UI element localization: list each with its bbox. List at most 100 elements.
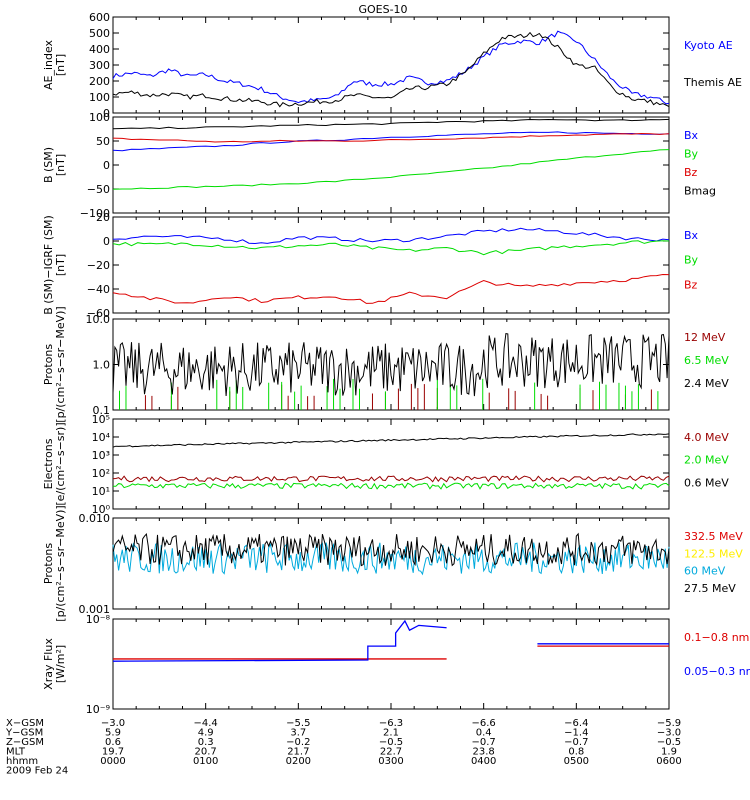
table-cell: 0000: [100, 756, 125, 767]
panel-frame: [112, 216, 670, 314]
y-axis-label-line: [nT]: [54, 54, 67, 76]
y-tick-label: 10⁰: [92, 503, 111, 516]
table-cell: −6.3: [379, 718, 403, 729]
y-axis-label: AE_index[nT]: [42, 39, 67, 90]
y-tick-label: 100: [89, 91, 110, 104]
y-tick-label: 10⁴: [92, 431, 111, 444]
series-line: [112, 31, 670, 108]
legend-4-0-mev: 4.0 MeV: [684, 431, 729, 444]
series-line: [112, 532, 670, 567]
table-cell: −6.4: [564, 718, 588, 729]
table-cell: 2.1: [383, 728, 399, 739]
table-cell: −6.6: [472, 718, 496, 729]
table-row-label: MLT: [6, 747, 26, 758]
series-line: [112, 333, 670, 397]
y-tick-label: 600: [89, 11, 110, 24]
legend-by: By: [684, 254, 699, 267]
y-axis-label-line: Protons: [42, 344, 55, 385]
y-axis-label-line: Electrons: [42, 438, 55, 489]
legend-by: By: [684, 148, 699, 161]
legend-0-6-mev: 0.6 MeV: [684, 476, 729, 489]
table-cell: 0.8: [568, 747, 584, 758]
legend-bz: Bz: [684, 278, 698, 291]
y-tick-label: −20: [87, 259, 110, 272]
legend-bx: Bx: [684, 229, 699, 242]
table-cell: −3.0: [657, 728, 681, 739]
legend-bx: Bx: [684, 129, 699, 142]
y-tick-label: 0.001: [79, 603, 111, 616]
y-tick-label: −100: [80, 207, 110, 220]
panel-frame: [112, 517, 670, 610]
table-cell: 0100: [193, 756, 218, 767]
y-axis-label-line: [p/(cm²−s−sr−MeV)]: [54, 306, 67, 422]
y-axis-label-line: B (SM)−IGRF (SM): [42, 215, 55, 315]
table-cell: 0.4: [476, 728, 492, 739]
series-line: [113, 482, 670, 490]
y-axis-label-line: [W/m²]: [54, 645, 67, 683]
y-tick-label: 400: [89, 43, 110, 56]
y-axis-label-line: [nT]: [54, 254, 67, 276]
y-axis-label: Protons[p/(cm²−s−sr−MeV)]: [42, 505, 67, 621]
legend-332-5-mev: 332.5 MeV: [684, 530, 743, 543]
y-axis-label: Protons[p/(cm²−s−sr−MeV)]: [42, 306, 67, 422]
legend-bmag: Bmag: [684, 185, 716, 198]
series-line: [112, 541, 670, 576]
series-line: [112, 475, 670, 483]
legend-6-5-mev: 6.5 MeV: [684, 354, 729, 367]
table-cell: −0.5: [657, 737, 681, 748]
table-cell: 4.9: [198, 728, 214, 739]
y-tick-label: 300: [89, 59, 110, 72]
y-tick-label: 0: [103, 159, 110, 172]
table-cell: −5.5: [286, 718, 310, 729]
y-tick-label: 0.1: [93, 404, 111, 417]
y-axis-label: B (SM)−IGRF (SM)[nT]: [42, 215, 67, 315]
panel-frame: [112, 618, 670, 710]
legend-27-5-mev: 27.5 MeV: [684, 582, 736, 595]
table-row-label: Z−GSM: [6, 737, 44, 748]
date-label: 2009 Feb 24: [6, 766, 68, 777]
table-cell: −0.7: [564, 737, 588, 748]
y-tick-label: 1.0: [93, 359, 111, 372]
y-axis-label-line: Protons: [42, 543, 55, 584]
table-cell: 0.6: [105, 737, 121, 748]
legend-0-1-0-8-nm: 0.1−0.8 nm: [684, 631, 749, 644]
table-cell: 5.9: [105, 728, 121, 739]
y-tick-label: 20: [96, 211, 110, 224]
y-tick-label: 0: [103, 235, 110, 248]
series-line: [112, 118, 670, 130]
y-tick-label: 10³: [92, 449, 110, 462]
table-cell: −3.0: [101, 718, 125, 729]
series-line: [112, 240, 670, 256]
y-tick-label: −40: [87, 283, 110, 296]
table-cell: −0.7: [472, 737, 496, 748]
table-cell: 23.8: [473, 747, 495, 758]
table-cell: −5.9: [657, 718, 681, 729]
table-cell: −0.2: [286, 737, 310, 748]
panel-xray: 10⁻⁸ 10⁻⁹ Xray Flux[W/m²] 0.1−0.8 nm 0.05−0.…: [42, 613, 750, 716]
y-tick-label: 10⁵: [92, 413, 110, 426]
y-tick-label: 10¹: [92, 485, 110, 498]
panel-electrons: 10⁵ 10⁴ 10³ 10² 10¹ 10⁰ Electrons[e/(cm²−s−sr)…: [42, 413, 729, 516]
legend-60-mev: 60 MeV: [684, 565, 726, 578]
table-cell: −0.5: [379, 737, 403, 748]
table-cell: 0600: [656, 756, 681, 767]
y-axis-label-line: Xray Flux: [42, 638, 55, 690]
table-row-label: hhmm: [6, 756, 38, 767]
y-tick-label: 500: [89, 27, 110, 40]
series-line: [112, 227, 670, 245]
y-axis-label-line: [e/(cm²−s−sr)]: [54, 422, 67, 505]
y-tick-label: 10⁻⁹: [86, 703, 110, 716]
table-cell: 0500: [564, 756, 589, 767]
chart-title: GOES-10: [358, 3, 407, 16]
y-axis-label-line: [p/(cm²−s−sr−MeV)]: [54, 505, 67, 621]
legend-2-4-mev: 2.4 MeV: [684, 377, 729, 390]
panel-protons_low: 10.0 1.0 0.1 Protons[p/(cm²−s−sr−MeV)] 12 Me…: [42, 306, 729, 422]
legend-122-5-mev: 122.5 MeV: [684, 547, 743, 560]
y-tick-label: −50: [87, 183, 110, 196]
y-tick-label: 200: [89, 75, 110, 88]
table-cell: 20.7: [195, 747, 217, 758]
series-line: [112, 131, 670, 152]
series-line: [112, 273, 670, 304]
panel-bsm: 100 50 0 −50 −100 B (SM)[nT] Bx By Bz Bmag: [42, 111, 716, 220]
